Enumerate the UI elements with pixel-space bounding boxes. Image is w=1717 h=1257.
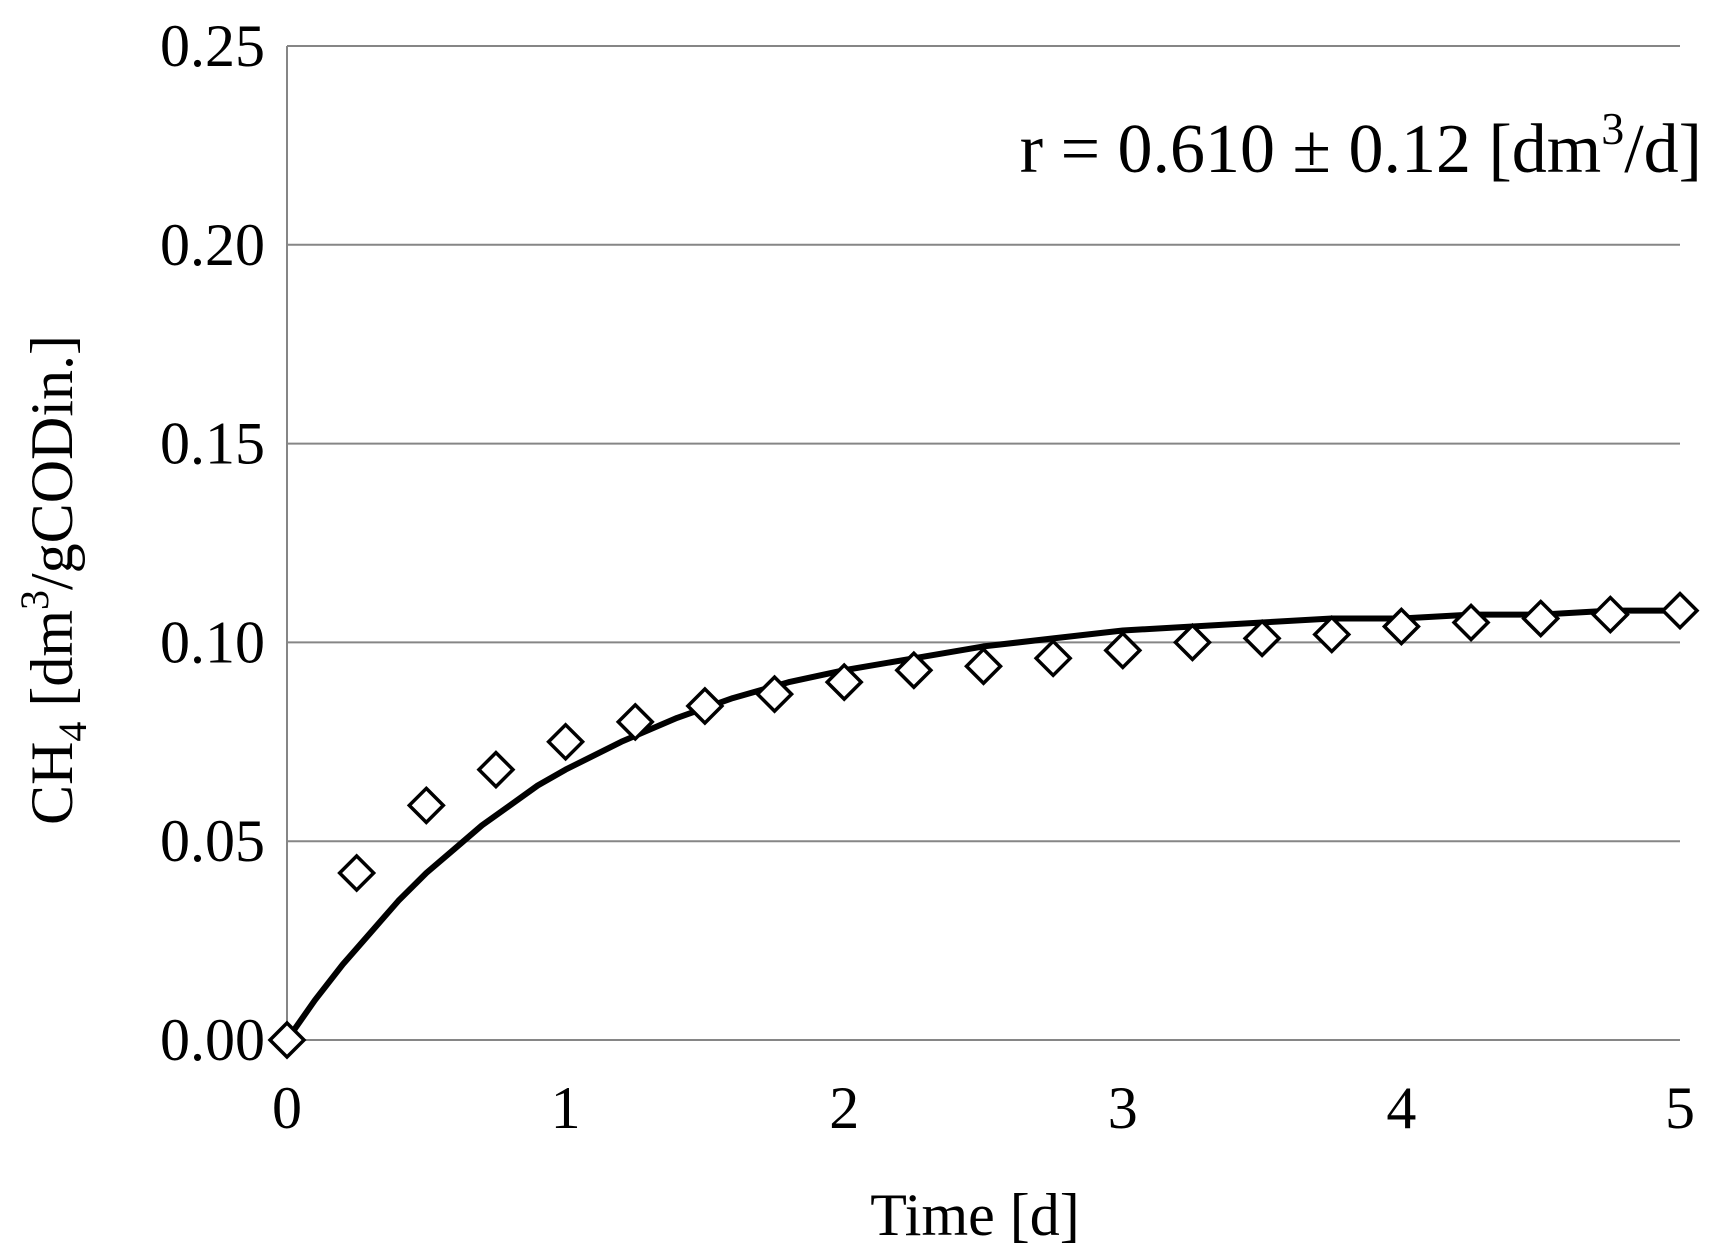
data-point-marker: [1172, 622, 1212, 662]
data-point-marker: [1103, 630, 1143, 670]
y-axis-title-pre: [dm: [19, 610, 85, 722]
data-point-marker: [1381, 607, 1421, 646]
data-point-marker: [964, 646, 1003, 686]
data-point-marker: [267, 1020, 307, 1060]
data-point-marker: [685, 686, 725, 726]
y-tick-label: 0.05: [160, 808, 265, 874]
y-axis-ticks: 0.00 0.05 0.10 0.15 0.20 0.25: [160, 13, 265, 1073]
data-point-marker: [1242, 618, 1282, 658]
data-point-marker: [337, 853, 377, 893]
x-axis-title: Time [d]: [870, 1182, 1079, 1248]
data-points: [267, 591, 1700, 1060]
data-point-marker: [1590, 595, 1630, 635]
x-tick-label: 1: [551, 1075, 581, 1141]
y-axis-title: CH4 [dm3/gCODin.]: [12, 335, 95, 825]
x-tick-label: 5: [1665, 1075, 1695, 1141]
rate-annotation-pre: r = 0.610 ± 0.12 [dm: [1020, 111, 1601, 188]
x-tick-label: 0: [272, 1075, 302, 1141]
y-axis-title-post: /gCODin.]: [19, 335, 85, 590]
x-tick-label: 2: [829, 1075, 859, 1141]
y-axis-title-main: CH: [19, 742, 85, 825]
y-tick-label: 0.10: [160, 609, 265, 675]
data-point-marker: [546, 722, 586, 762]
gridlines: [287, 45, 1680, 1041]
y-tick-label: 0.20: [160, 212, 265, 278]
rate-annotation: r = 0.610 ± 0.12 [dm3/d]: [1020, 103, 1702, 188]
data-point-marker: [406, 785, 446, 825]
data-point-marker: [1033, 638, 1073, 678]
y-tick-label: 0.15: [160, 411, 265, 477]
data-point-marker: [1451, 603, 1491, 642]
rate-annotation-superscript: 3: [1601, 103, 1624, 154]
y-tick-label: 0.25: [160, 13, 265, 79]
data-point-marker: [755, 674, 795, 714]
x-tick-label: 4: [1386, 1075, 1416, 1141]
y-tick-label: 0.00: [160, 1007, 265, 1073]
data-point-marker: [1660, 591, 1700, 631]
y-axis-title-subscript: 4: [50, 722, 95, 742]
data-point-marker: [1521, 599, 1561, 639]
x-axis-ticks: 0 1 2 3 4 5: [272, 1075, 1695, 1141]
data-point-marker: [894, 650, 934, 690]
x-tick-label: 3: [1108, 1075, 1138, 1141]
y-axis-title-superscript: 3: [12, 590, 57, 610]
data-point-marker: [476, 750, 516, 790]
rate-annotation-post: /d]: [1624, 111, 1702, 188]
data-point-marker: [1312, 614, 1352, 654]
data-point-marker: [615, 702, 655, 742]
data-point-marker: [824, 662, 864, 702]
